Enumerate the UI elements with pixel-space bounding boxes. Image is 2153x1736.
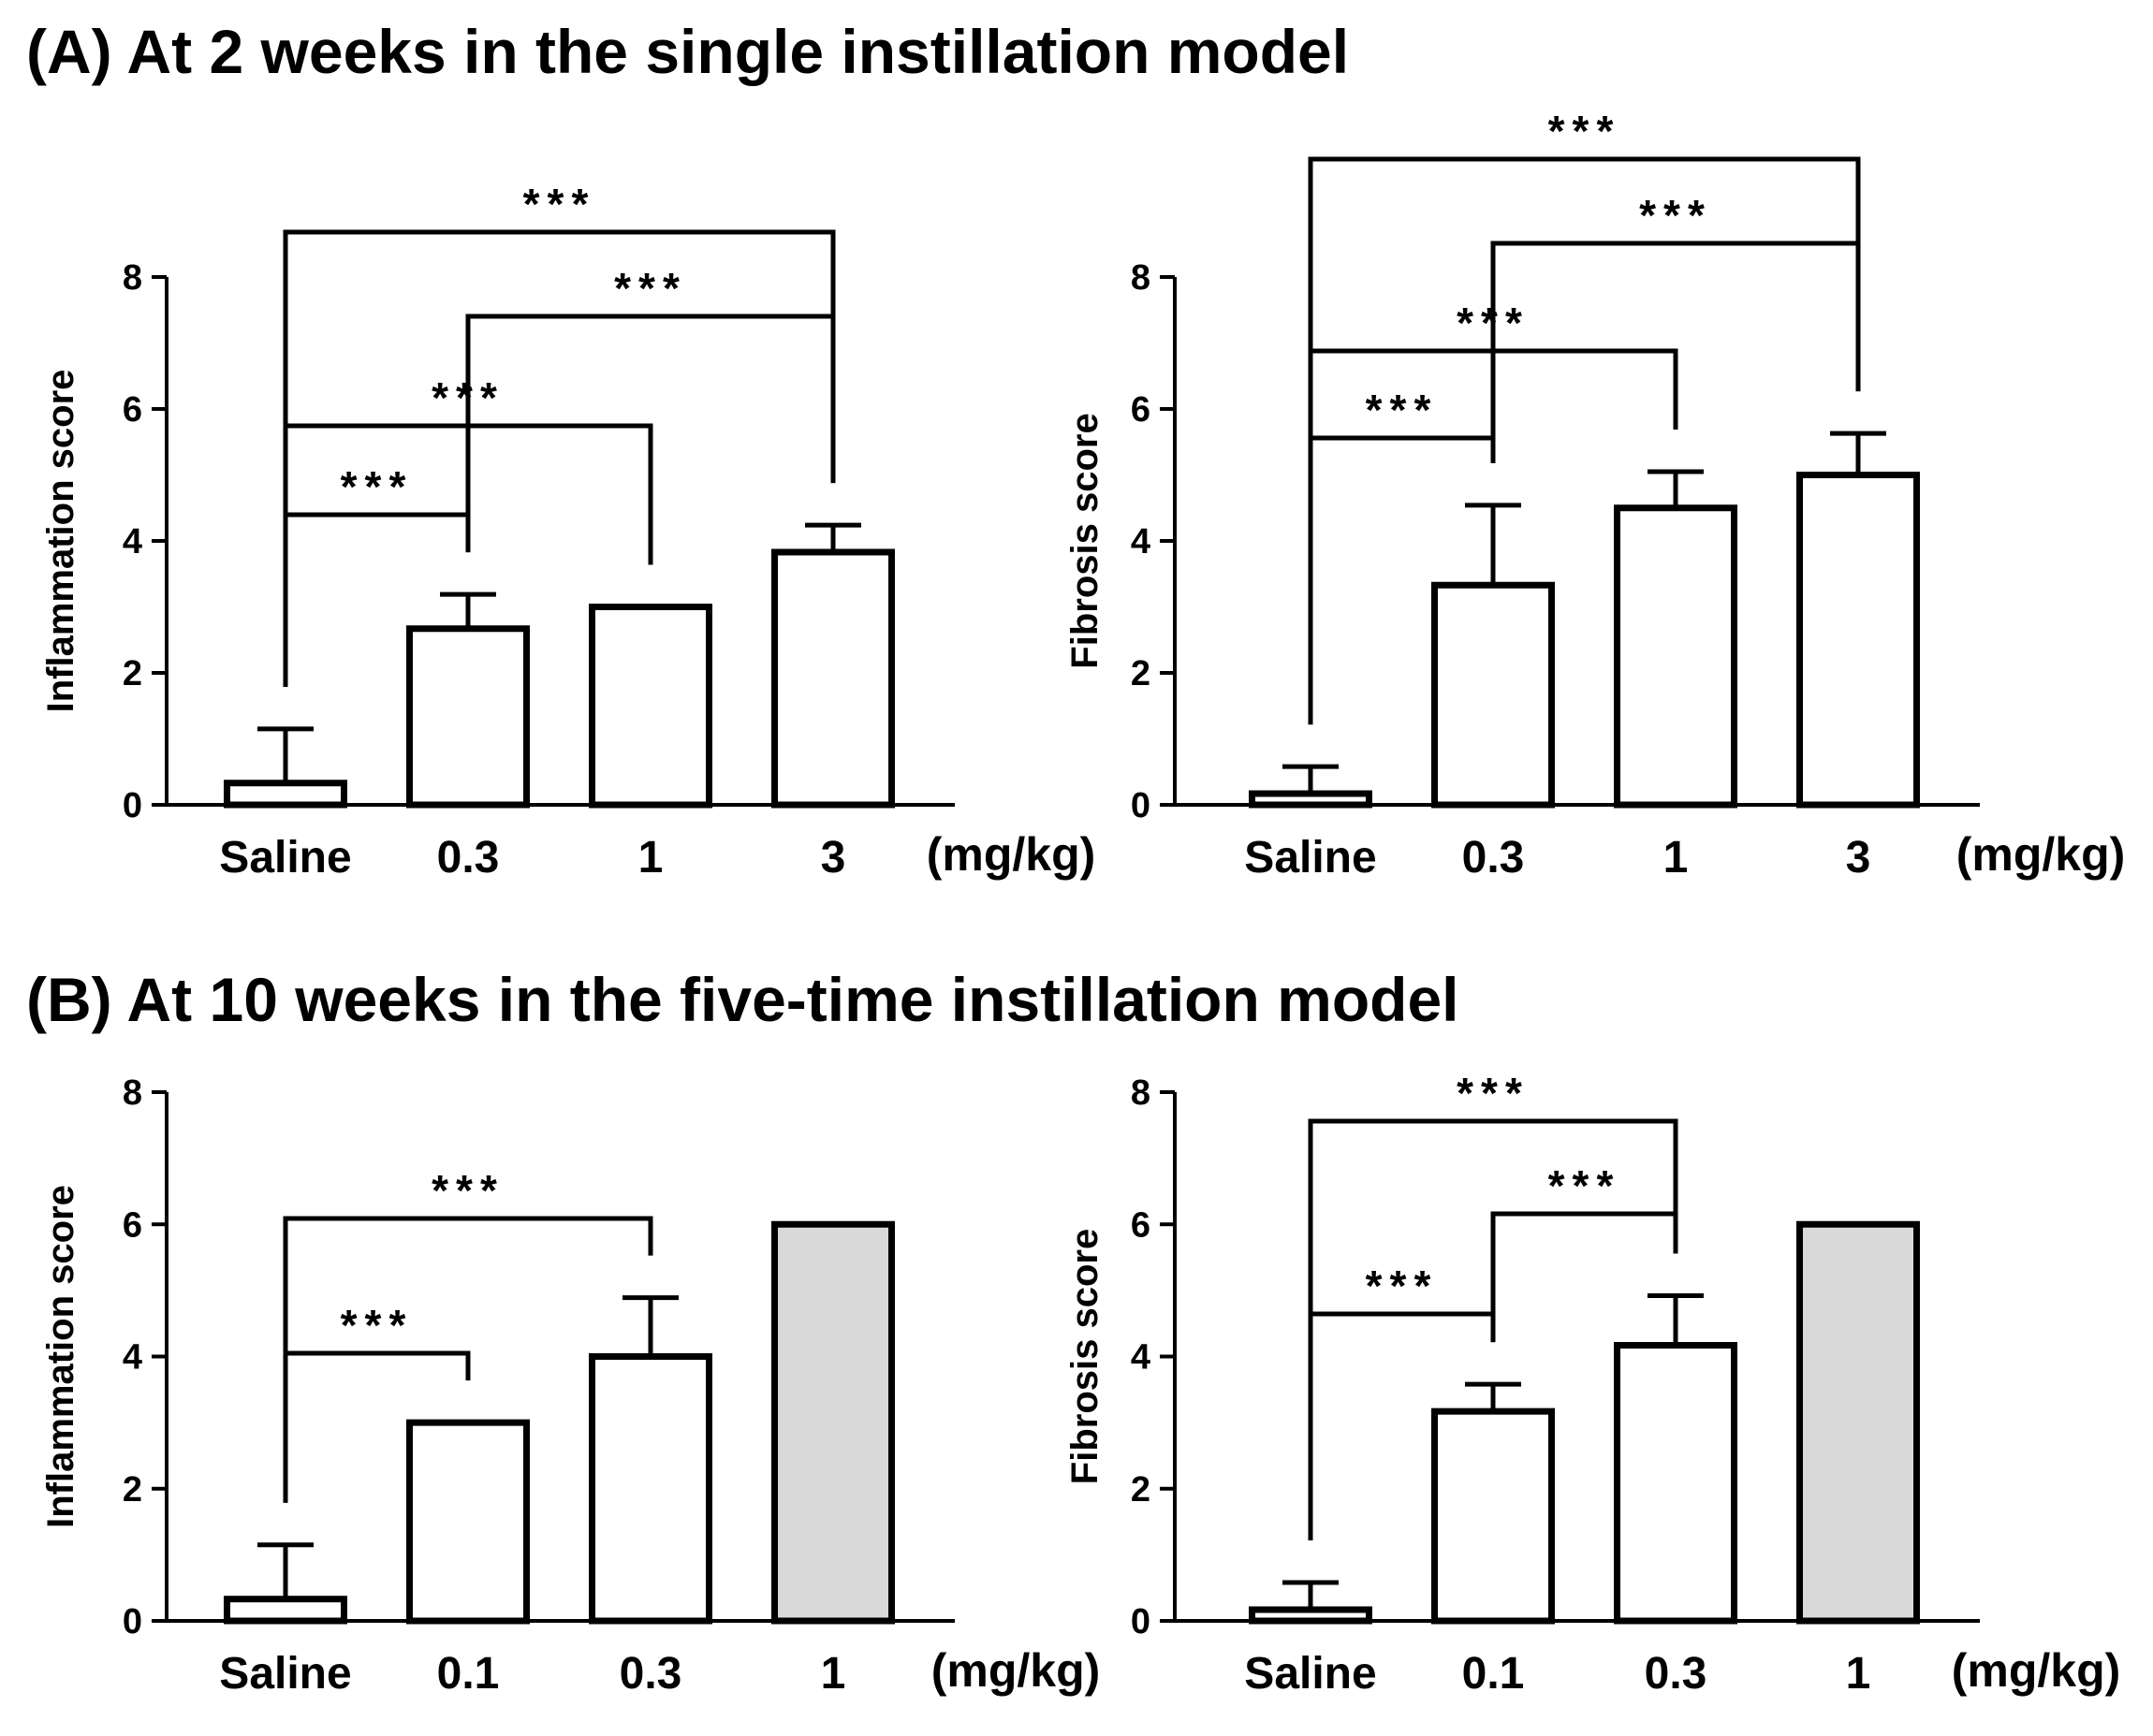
significance-bracket: [283, 1216, 653, 1503]
x-tick-label: 1: [1846, 1649, 1871, 1699]
bar: [406, 625, 530, 809]
significance-label: ***: [1457, 299, 1530, 347]
significance-label: ***: [1366, 1262, 1439, 1310]
y-tick-label: 8: [1131, 258, 1150, 298]
bar: [1249, 790, 1372, 809]
x-tick-label: 0.1: [1462, 1649, 1525, 1699]
bar: [406, 1419, 530, 1625]
x-unit-label: (mg/kg): [1952, 1644, 2121, 1697]
y-tick-label: 8: [123, 258, 142, 298]
significance-label: ***: [614, 264, 687, 313]
y-tick-label: 2: [1131, 1470, 1150, 1510]
x-tick-label: 1: [821, 1649, 846, 1699]
y-axis-label: Inflammation score: [40, 370, 81, 713]
significance-bracket: [283, 229, 836, 687]
y-tick-label: 0: [123, 786, 142, 825]
section-a-title: (A) At 2 weeks in the single instillatio…: [26, 17, 1350, 86]
bar: [1796, 1220, 1920, 1625]
y-tick-label: 8: [1131, 1073, 1150, 1113]
y-tick-label: 0: [123, 1602, 142, 1641]
y-tick-label: 0: [1131, 1602, 1150, 1641]
y-tick-label: 2: [123, 654, 142, 693]
bar: [589, 1353, 712, 1625]
x-tick-label: Saline: [1244, 833, 1376, 883]
y-tick-label: 4: [123, 1338, 142, 1378]
significance-label: ***: [1366, 386, 1439, 434]
chart-a-fibrosis: 0 2 4 6 8 Fibrosis score Saline 0.3 1 3 (mg/kg) ***…: [1064, 107, 2126, 883]
significance-label: ***: [432, 373, 505, 422]
x-tick-label: 0.3: [1645, 1649, 1707, 1699]
chart-b-fibrosis: 0 2 4 6 8 Fibrosis score Saline 0.1 0.3 1 (mg/kg) *…: [1064, 1069, 2121, 1699]
y-tick-label: 6: [123, 1205, 142, 1245]
y-tick-label: 6: [123, 390, 142, 430]
y-tick-label: 6: [1131, 1205, 1150, 1245]
x-tick-label: 3: [1846, 833, 1871, 883]
significance-bracket: [1308, 1118, 1678, 1541]
bar: [771, 548, 895, 809]
chart-a-inflammation: 0 2 4 6 8 Inflammation score Saline 0.3 1 3 (mg/kg…: [40, 180, 1095, 883]
y-tick-label: 4: [1131, 1338, 1150, 1378]
bar: [1431, 581, 1555, 809]
x-tick-label: 0.3: [437, 833, 500, 883]
x-tick-label: 0.1: [437, 1649, 500, 1699]
x-tick-label: 0.3: [620, 1649, 682, 1699]
x-unit-label: (mg/kg): [927, 828, 1096, 881]
y-axis-label: Fibrosis score: [1064, 413, 1106, 668]
significance-bracket: [1490, 1211, 1678, 1343]
significance-label: ***: [1639, 191, 1712, 240]
section-b-title: (B) At 10 weeks in the five-time instill…: [26, 965, 1459, 1034]
y-tick-label: 6: [1131, 390, 1150, 430]
bar: [224, 1596, 347, 1625]
y-axis-label: Inflammation score: [40, 1185, 81, 1528]
x-tick-label: 1: [1663, 833, 1689, 883]
bar: [224, 780, 347, 809]
y-tick-label: 4: [1131, 522, 1150, 562]
bar: [1614, 1341, 1737, 1625]
significance-label: ***: [432, 1166, 505, 1215]
significance-label: ***: [1548, 1161, 1621, 1210]
significance-bracket: [1308, 156, 1861, 725]
significance-label: ***: [1548, 107, 1621, 155]
significance-label: ***: [523, 180, 596, 228]
y-tick-label: 4: [123, 522, 142, 562]
y-tick-label: 2: [1131, 654, 1150, 693]
y-tick-label: 8: [123, 1073, 142, 1113]
significance-label: ***: [1457, 1069, 1530, 1117]
x-unit-label: (mg/kg): [931, 1644, 1101, 1697]
x-tick-label: 0.3: [1462, 833, 1525, 883]
y-axis-label: Fibrosis score: [1064, 1229, 1106, 1484]
bar: [589, 604, 712, 809]
bar: [771, 1220, 895, 1625]
significance-label: ***: [341, 1301, 414, 1349]
chart-b-inflammation: 0 2 4 6 8 Inflammation score Saline 0.1 0.3 1 (mg/…: [40, 1073, 1100, 1699]
bar: [1249, 1606, 1372, 1625]
bar: [1614, 504, 1737, 809]
x-tick-label: 3: [821, 833, 846, 883]
y-tick-label: 0: [1131, 786, 1150, 825]
x-unit-label: (mg/kg): [1956, 828, 2126, 881]
x-tick-label: Saline: [219, 833, 351, 883]
x-tick-label: 1: [638, 833, 664, 883]
significance-label: ***: [341, 462, 414, 511]
x-tick-label: Saline: [219, 1649, 351, 1699]
bar: [1431, 1408, 1555, 1625]
y-tick-label: 2: [123, 1470, 142, 1510]
x-tick-label: Saline: [1244, 1649, 1376, 1699]
bar: [1796, 472, 1920, 809]
